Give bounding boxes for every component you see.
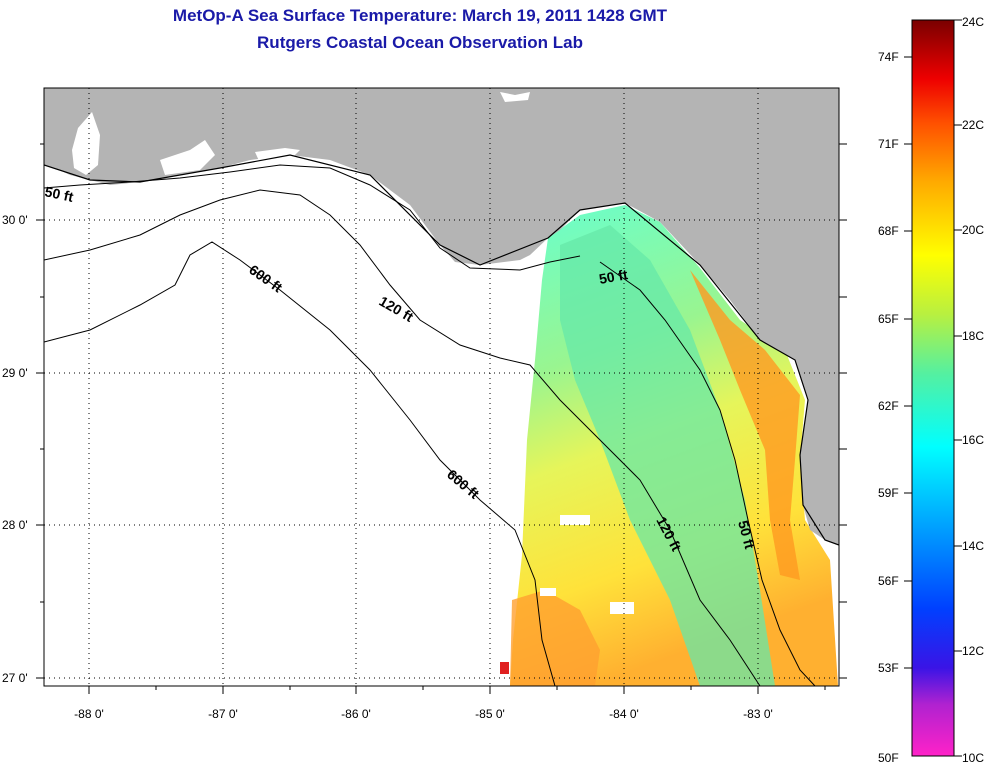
colorbar-f-label: 50F xyxy=(878,751,899,765)
colorbar-c-label: 20C xyxy=(962,223,984,237)
colorbar-f-label: 59F xyxy=(878,486,899,500)
colorbar-f-label: 71F xyxy=(878,137,899,151)
sst-shelf-band xyxy=(560,225,775,686)
contour-600ft xyxy=(44,241,556,686)
land-mass xyxy=(44,88,839,545)
colorbar-ticks xyxy=(904,19,962,757)
colorbar-c-label: 10C xyxy=(962,751,984,765)
lat-label: 27 0' xyxy=(2,671,28,685)
lon-label: -85 0' xyxy=(475,707,505,721)
axis-ticks xyxy=(36,143,847,694)
colorbar xyxy=(911,19,955,757)
cloud-gap xyxy=(610,602,634,614)
colorbar-c-label: 16C xyxy=(962,433,984,447)
colorbar-c-label: 24C xyxy=(962,15,984,29)
lon-label: -86 0' xyxy=(341,707,371,721)
cloud-gap xyxy=(560,515,590,525)
contour-label: 50 ft xyxy=(598,266,629,287)
map-subtitle: Rutgers Coastal Ocean Observation Lab xyxy=(257,33,583,52)
sst-hot-pixel xyxy=(500,662,509,674)
bay xyxy=(72,112,100,175)
colorbar-c-label: 12C xyxy=(962,644,984,658)
coastline xyxy=(44,154,839,546)
colorbar-f-label: 62F xyxy=(878,399,899,413)
sst-southern-warm-patch xyxy=(510,590,600,686)
lon-label: -83 0' xyxy=(743,707,773,721)
lon-label: -84 0' xyxy=(609,707,639,721)
contour-120ft xyxy=(44,189,761,686)
contour-50ft-east xyxy=(599,261,816,686)
lat-label: 28 0' xyxy=(2,518,28,532)
map-title: MetOp-A Sea Surface Temperature: March 1… xyxy=(172,6,668,25)
colorbar-f-label: 65F xyxy=(878,312,899,326)
colorbar-f-label: 53F xyxy=(878,661,899,675)
colorbar-f-label: 68F xyxy=(878,224,899,238)
lon-label: -87 0' xyxy=(208,707,238,721)
colorbar-f-label: 74F xyxy=(878,50,899,64)
contour-label: 50 ft xyxy=(735,519,758,551)
lon-label: -88 0' xyxy=(74,707,104,721)
colorbar-c-label: 14C xyxy=(962,539,984,553)
contour-label: 50 ft xyxy=(43,183,75,205)
colorbar-c-label: 18C xyxy=(962,329,984,343)
colorbar-f-label: 56F xyxy=(878,574,899,588)
bay xyxy=(160,140,215,175)
lat-label: 29 0' xyxy=(2,366,28,380)
colorbar-c-label: 22C xyxy=(962,118,984,132)
lat-label: 30 0' xyxy=(2,213,28,227)
cloud-gap xyxy=(540,588,556,596)
map-border xyxy=(43,87,840,687)
sst-coastal-warm-band xyxy=(690,270,800,580)
bay xyxy=(500,92,530,102)
